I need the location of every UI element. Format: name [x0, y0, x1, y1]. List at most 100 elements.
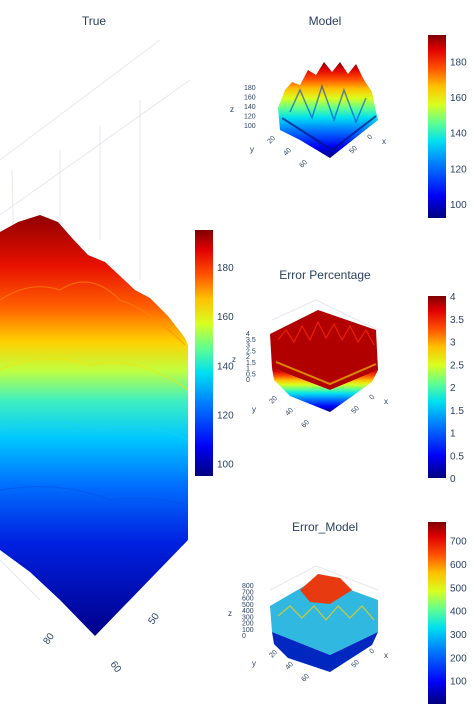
error-percentage-colorbar-tick: 2 — [450, 383, 456, 394]
modelTicks-y-tick: 20 — [266, 135, 277, 146]
error-model-colorbar-tick: 500 — [450, 583, 467, 594]
emTicks-z-tick: 0 — [242, 633, 246, 640]
error-percentage-title: Error Percentage — [279, 268, 371, 282]
true-colorbar-tick: 160 — [217, 312, 234, 323]
true-colorbar-tick: 100 — [217, 460, 234, 471]
error-percentage-colorbar-tick: 3.5 — [450, 315, 464, 326]
emTicks-z-tick: 700 — [242, 589, 254, 596]
epTicks-x-tick: 50 — [350, 405, 361, 416]
true-y-tick-50: 50 — [146, 611, 162, 627]
error-percentage-colorbar-tick: 0 — [450, 474, 456, 485]
epTicks-z-tick: 2.5 — [246, 348, 256, 355]
emTicks-y-tick: 40 — [284, 661, 295, 672]
emTicks-z-tick: 800 — [242, 583, 254, 590]
model-title: Model — [308, 14, 342, 28]
model-axis-ticks: 100 120 140 160 180 z 20 40 60 y 0 50 x — [230, 85, 386, 169]
true-x-tick-60: 60 — [108, 659, 124, 675]
modelTicks-z-tick: 180 — [244, 85, 256, 92]
emTicks-z-tick: 100 — [242, 627, 254, 634]
modelTicks-y-tick: 40 — [282, 147, 293, 158]
modelTicks-x-tick: 0 — [366, 134, 374, 142]
epTicks-z-tick: 2 — [246, 354, 250, 361]
emTicks-x-tick: 0 — [368, 648, 376, 656]
model-colorbar-tick: 120 — [450, 164, 467, 175]
error-percentage-colorbar-tick: 4 — [450, 292, 456, 303]
modelTicks-z-tick: 140 — [244, 104, 256, 111]
error-model-colorbar-tick: 700 — [450, 537, 467, 548]
emTicks-z-tick: 200 — [242, 621, 254, 628]
modelTicks-z-tick: 120 — [244, 114, 256, 121]
epTicks-z-tick: 3 — [246, 343, 250, 350]
error-percentage-colorbar-tick: 1.5 — [450, 406, 464, 417]
error-model-colorbar-tick: 200 — [450, 653, 467, 664]
error-percentage-colorbar-tick: 1 — [450, 429, 456, 440]
emTicks-z-tick: 500 — [242, 602, 254, 609]
error-model-colorbar — [428, 522, 446, 704]
colorbars — [195, 35, 446, 704]
error-model-colorbar-tick: 600 — [450, 560, 467, 571]
epTicks-z-tick: 0.5 — [246, 371, 256, 378]
model-colorbar — [428, 35, 446, 218]
emTicks-z-label: z — [228, 609, 232, 618]
emTicks-y-tick: 60 — [300, 673, 311, 684]
epTicks-z-tick: 1 — [246, 366, 250, 373]
epTicks-x-tick: 0 — [368, 394, 376, 402]
true-surface — [0, 215, 188, 636]
model-colorbar-tick: 180 — [450, 58, 467, 69]
error-model-title: Error_Model — [291, 520, 359, 534]
emTicks-y-label: y — [252, 659, 256, 668]
emTicks-x-label: x — [384, 651, 388, 660]
error-model-colorbar-tick: 400 — [450, 607, 467, 618]
epTicks-y-tick: 20 — [268, 395, 279, 406]
model-colorbar-tick: 160 — [450, 93, 467, 104]
error-model-colorbar-tick: 100 — [450, 677, 467, 688]
error-percentage-colorbar-tick: 0.5 — [450, 451, 464, 462]
emTicks-z-tick: 600 — [242, 596, 254, 603]
error-percentage-colorbar-tick: 3 — [450, 338, 456, 349]
epTicks-y-tick: 40 — [284, 407, 295, 418]
modelTicks-x-tick: 50 — [348, 145, 359, 156]
modelTicks-x-label: x — [382, 137, 386, 146]
epTicks-z-tick: 3.5 — [246, 337, 256, 344]
error-model-front — [272, 632, 378, 672]
true-colorbar-tick: 120 — [217, 411, 234, 422]
true-colorbar-tick: 140 — [217, 361, 234, 372]
error-percentage-plot — [270, 299, 379, 412]
true-title: True — [81, 14, 107, 28]
epTicks-y-tick: 60 — [300, 419, 311, 430]
model-colorbar-tick: 100 — [450, 200, 467, 211]
error-percentage-colorbar-tick: 2.5 — [450, 360, 464, 371]
modelTicks-z-tick: 100 — [244, 123, 256, 130]
error-percentage-front — [272, 368, 378, 412]
model-surface — [278, 62, 378, 158]
epTicks-z-tick: 1.5 — [246, 360, 256, 367]
true-colorbar — [195, 230, 213, 476]
emTicks-z-tick: 400 — [242, 608, 254, 615]
emTicks-z-tick: 300 — [242, 614, 254, 621]
error-model-peak — [300, 574, 352, 604]
emTicks-y-tick: 20 — [268, 649, 279, 660]
model-plot — [277, 62, 378, 158]
epTicks-z-tick: 4 — [246, 331, 250, 338]
colorbar-ticks: 10012014016018010012014016018000.511.522… — [217, 58, 467, 688]
true-y-tick-80: 80 — [41, 631, 57, 647]
modelTicks-y-tick: 60 — [298, 159, 309, 170]
modelTicks-z-label: z — [230, 105, 234, 114]
model-colorbar-tick: 140 — [450, 129, 467, 140]
emTicks-x-tick: 50 — [350, 659, 361, 670]
epTicks-y-label: y — [252, 405, 256, 414]
error-model-top — [270, 578, 378, 655]
modelTicks-y-label: y — [250, 145, 254, 154]
true-colorbar-tick: 180 — [217, 263, 234, 274]
error-percentage-colorbar — [428, 296, 446, 478]
error-model-plot — [269, 565, 379, 672]
epTicks-z-label: z — [232, 355, 236, 364]
epTicks-x-label: x — [384, 397, 388, 406]
true-surface-detail — [0, 281, 189, 506]
modelTicks-z-tick: 160 — [244, 95, 256, 102]
error-model-colorbar-tick: 300 — [450, 630, 467, 641]
epTicks-z-tick: 0 — [246, 377, 250, 384]
